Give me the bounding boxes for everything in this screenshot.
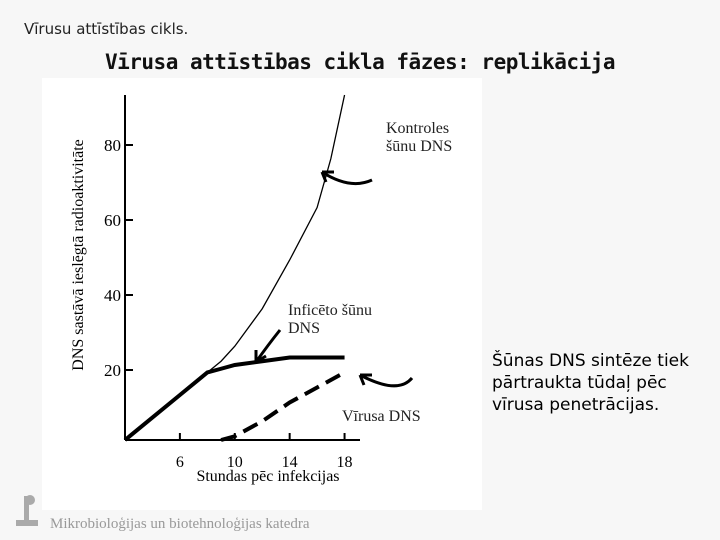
y-tick-label: 20	[104, 361, 121, 380]
header: Vīrusu attīstības cikls.	[24, 20, 189, 38]
chart-title: Vīrusa attīstības cikla fāzes: replikāci…	[104, 50, 616, 74]
y-tick-label: 80	[104, 136, 121, 155]
side-note: Šūnas DNS sintēze tiek pārtraukta tūdaļ …	[492, 351, 689, 415]
y-axis-label: DNS sastāvā ieslēgtā radioaktivitāte	[70, 139, 87, 370]
series-line	[123, 355, 345, 442]
y-tick-label: 60	[104, 211, 121, 230]
series-line	[220, 370, 346, 442]
y-tick-label: 40	[104, 286, 121, 305]
x-tick-label: 6	[176, 454, 184, 471]
series-label: Kontroles šūnu DNS	[386, 120, 453, 155]
footer: Mikrobioloģijas un biotehnoloģijas kated…	[50, 516, 310, 532]
series-label: Vīrusa DNS	[342, 408, 421, 425]
x-tick-label: 14	[282, 454, 298, 471]
series-label: Inficēto šūnu DNS	[288, 302, 372, 337]
chart-background	[42, 78, 482, 510]
footer-icon	[16, 495, 38, 526]
x-axis-label: Stundas pēc infekcijas	[196, 468, 339, 485]
x-tick-label: 10	[227, 454, 243, 471]
x-tick-label: 18	[337, 454, 353, 471]
